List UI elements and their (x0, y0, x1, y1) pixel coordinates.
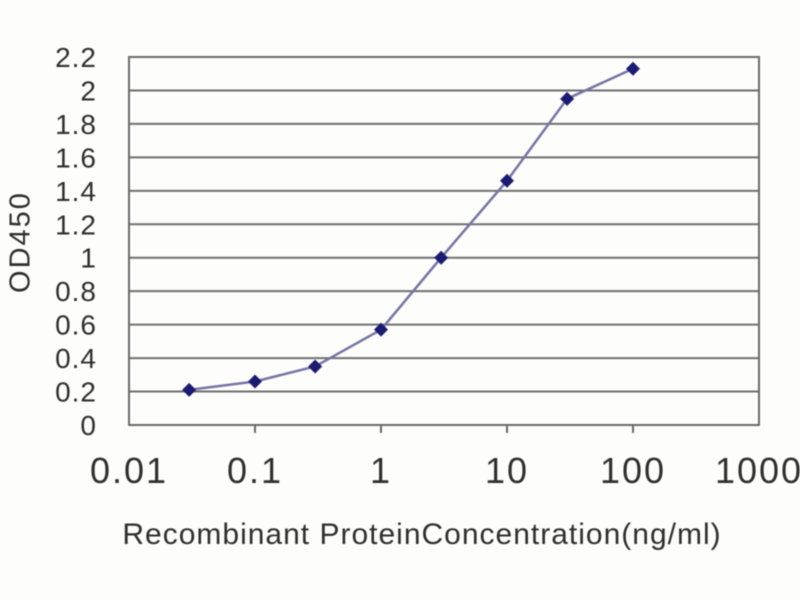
x-tick-label: 1000 (715, 450, 800, 491)
x-tick-label: 0.01 (90, 450, 168, 491)
y-tick-label: 1.2 (55, 209, 97, 240)
y-tick-label: 0.8 (55, 276, 97, 307)
y-tick-label: 1.8 (55, 109, 97, 140)
x-tick-label: 100 (600, 450, 666, 491)
data-point-marker (500, 173, 514, 188)
y-tick-label: 2.2 (55, 42, 97, 73)
x-axis-title: Recombinant ProteinConcentration(ng/ml) (122, 518, 722, 551)
y-tick-label: 1.4 (55, 176, 97, 207)
x-tick-label: 0.1 (227, 450, 283, 491)
series-line (188, 67, 634, 392)
y-axis-title: OD450 (4, 191, 37, 293)
y-tick-label: 0 (80, 410, 97, 441)
data-point-marker (374, 322, 388, 337)
data-point-marker (182, 382, 197, 397)
y-tick-label: 0.2 (55, 377, 97, 408)
x-tick-label: 1 (370, 450, 392, 491)
y-tick-label: 1.6 (55, 142, 97, 173)
data-point-marker (248, 374, 262, 389)
data-point-marker (308, 359, 323, 374)
data-point-marker (560, 91, 575, 106)
data-point-marker (626, 61, 640, 76)
data-point-marker (434, 250, 449, 265)
y-tick-label: 1 (80, 243, 97, 274)
x-tick-label: 10 (485, 450, 529, 491)
plot-border (128, 56, 760, 426)
y-tick-label: 0.4 (55, 343, 97, 374)
y-tick-label: 2 (80, 75, 97, 106)
y-tick-label: 0.6 (55, 310, 97, 341)
